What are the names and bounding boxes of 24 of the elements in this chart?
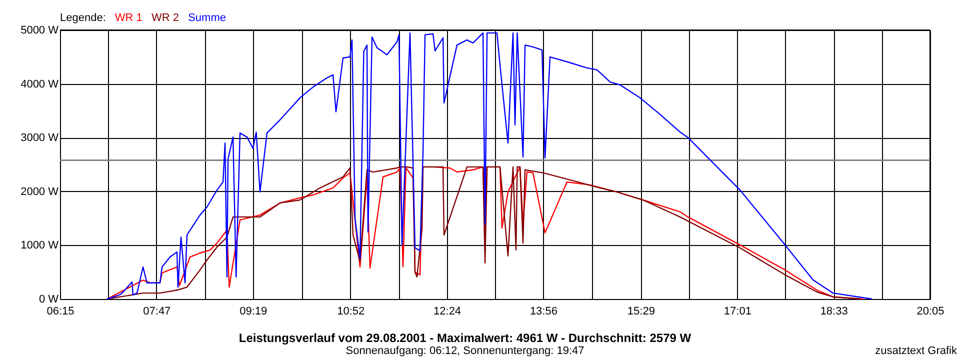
x-tick-label: 17:01: [724, 306, 752, 318]
x-tick-label: 20:05: [916, 306, 944, 318]
text: WR 1: [114, 12, 142, 24]
x-tick-label: 13:56: [530, 306, 558, 318]
y-tick-label: 0 W: [38, 294, 60, 306]
x-tick-label: 12:24: [434, 306, 462, 318]
legend-title: Legende:: [60, 12, 106, 24]
y-tick-label: 1000 W: [20, 240, 60, 252]
x-tick-label: 09:19: [240, 306, 268, 318]
text: WR 2: [152, 12, 179, 24]
y-tick-label: 3000 W: [20, 132, 60, 144]
text: Leistungsverlauf vom 29.08.2001 - Maximalwert: 4961 W - Durchschnitt: 2579 W: [238, 331, 692, 345]
y-tick-label: 4000 W: [20, 78, 60, 90]
text: Sonnenaufgang: 06:12, Sonnenuntergang: 19:47: [346, 345, 584, 357]
y-tick-label: 5000 W: [20, 24, 60, 36]
text: zusatztext Grafik: [875, 345, 958, 357]
text: Summe: [188, 12, 226, 24]
line-series: [106, 32, 873, 300]
x-tick-label: 07:47: [143, 306, 171, 318]
x-tick-label: 10:52: [337, 306, 365, 318]
y-tick-label: 2000 W: [20, 186, 60, 198]
x-tick-label: 18:33: [820, 306, 848, 318]
x-tick-label: 15:29: [627, 306, 655, 318]
x-tick-label: 06:15: [46, 306, 74, 318]
